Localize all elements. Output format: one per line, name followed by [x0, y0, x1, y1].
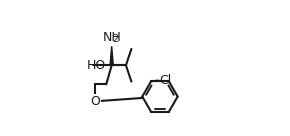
Text: O: O	[90, 95, 100, 108]
Text: 2: 2	[112, 34, 118, 44]
Text: HO: HO	[86, 59, 106, 72]
Text: NH: NH	[102, 30, 121, 44]
Polygon shape	[110, 46, 113, 65]
Text: Cl: Cl	[160, 74, 172, 87]
